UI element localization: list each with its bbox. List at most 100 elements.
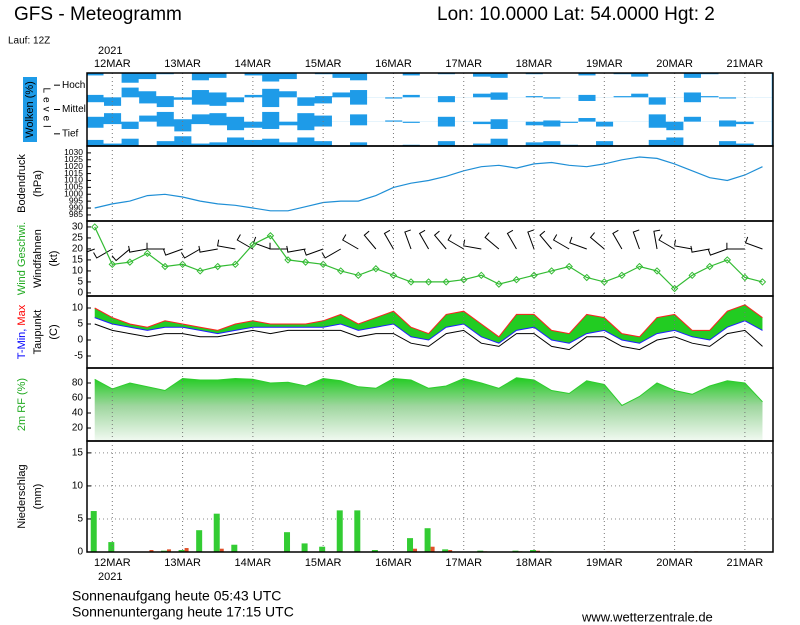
cloud-cover (138, 79, 157, 92)
wind-barb (236, 234, 254, 250)
axis-label-part: 2m RF (%) (16, 378, 28, 431)
cloud-cover (138, 103, 157, 116)
wind-marker (301, 258, 310, 266)
cloud-cover (261, 107, 280, 112)
axis-label: 2m RF (%) (16, 378, 28, 431)
precip-bar (196, 530, 203, 552)
level-label: Tief (62, 128, 79, 139)
temp-line (94, 323, 763, 351)
y-tick-label: 10 (72, 481, 84, 492)
cloud-cover (296, 130, 315, 138)
wind-barb (658, 234, 675, 250)
wind-barb (653, 229, 661, 250)
year-bottom: 2021 (98, 571, 122, 583)
cloud-cover (331, 77, 351, 93)
wind-barb (163, 248, 183, 256)
wind-marker (688, 271, 696, 280)
x-tick-label: 12MAR (94, 58, 131, 70)
wind-marker (653, 267, 661, 275)
wind-barb (463, 239, 482, 250)
precip-bar (301, 543, 308, 552)
wind-barb (569, 236, 587, 250)
cloud-cover (331, 97, 351, 122)
y-tick-label: 5 (77, 319, 83, 330)
axis-label-part: Wind Geschwi. (16, 222, 28, 295)
wind-barb (198, 245, 218, 253)
wind-marker (460, 276, 468, 284)
temp-range (94, 304, 763, 344)
panel-temperature (94, 296, 763, 368)
wind-marker (600, 278, 609, 286)
wind-barb (363, 230, 377, 250)
cloud-cover (630, 97, 649, 122)
wind-barb (433, 230, 447, 250)
wind-marker (512, 276, 521, 284)
cloud-cover (613, 121, 632, 146)
axis-label: Taupunkt (32, 310, 44, 355)
cloud-cover (208, 125, 228, 143)
panel-cloud (87, 73, 773, 146)
panel-area (94, 368, 763, 441)
precip-bar (231, 544, 238, 552)
temp-line (94, 317, 763, 344)
wind-barb (527, 229, 535, 250)
cloud-cover (490, 99, 509, 120)
x-tick-label: 18MAR (516, 557, 553, 569)
cloud-cover (683, 77, 702, 93)
y-tick-label: 40 (72, 408, 84, 419)
axis-label-part: (kt) (48, 251, 60, 267)
wind-marker (530, 271, 538, 280)
precip-bar (149, 550, 154, 552)
cloud-cover (700, 97, 720, 122)
axis-label-part: Bodendruck (16, 154, 28, 213)
wind-marker (91, 223, 99, 231)
y-tick-label: 1005 (64, 182, 83, 192)
y-tick-label: 20 (72, 244, 84, 255)
cloud-cover (648, 73, 667, 98)
y-tick-label: -5 (74, 351, 83, 362)
x-tick-label: 15MAR (305, 557, 342, 569)
cloud-cover (226, 130, 245, 138)
y-tick-label: 10 (72, 303, 84, 314)
wind-marker (670, 284, 679, 293)
cloud-cover (296, 73, 315, 98)
panel-bar (87, 441, 773, 552)
precip-bar (167, 549, 172, 552)
wind-marker (214, 262, 222, 271)
x-tick-label: 18MAR (516, 58, 553, 70)
wind-marker (337, 267, 345, 275)
wind-marker (354, 271, 363, 280)
temp-line (94, 304, 763, 338)
y-tick-label: 1025 (64, 154, 83, 164)
axis-label: T-Min, Max (16, 304, 28, 359)
cloud-cover (156, 107, 175, 112)
rh-area (94, 377, 763, 441)
y-tick-label: 5 (77, 514, 83, 525)
cloud-cover (349, 80, 368, 91)
axis-label: (kt) (48, 251, 60, 267)
wind-barb (744, 236, 763, 250)
y-tick-label: 1010 (64, 175, 83, 185)
y-tick-label: 1020 (64, 161, 83, 171)
cloud-cover (402, 75, 421, 95)
sunset: Sonnenuntergang heute 17:15 UTC (72, 604, 294, 620)
wind-marker (547, 267, 556, 275)
wind-marker (108, 260, 117, 269)
x-tick-label: 19MAR (586, 557, 623, 569)
x-tick-label: 14MAR (235, 58, 272, 70)
wind-marker (424, 278, 433, 286)
cloud-cover (87, 102, 105, 117)
wind-barb (404, 229, 412, 250)
wind-barb (111, 248, 131, 262)
axis-label: (mm) (32, 484, 44, 510)
wind-marker (635, 262, 644, 271)
x-tick-label: 17MAR (445, 557, 482, 569)
axis-label-part: (C) (48, 324, 60, 339)
level-label: Mittel (62, 104, 86, 115)
cloud-cover (367, 73, 386, 98)
wind-barb (552, 234, 570, 250)
precip-bar (371, 550, 378, 552)
y-tick-label: 1000 (64, 189, 83, 199)
wind-barb (673, 239, 693, 250)
